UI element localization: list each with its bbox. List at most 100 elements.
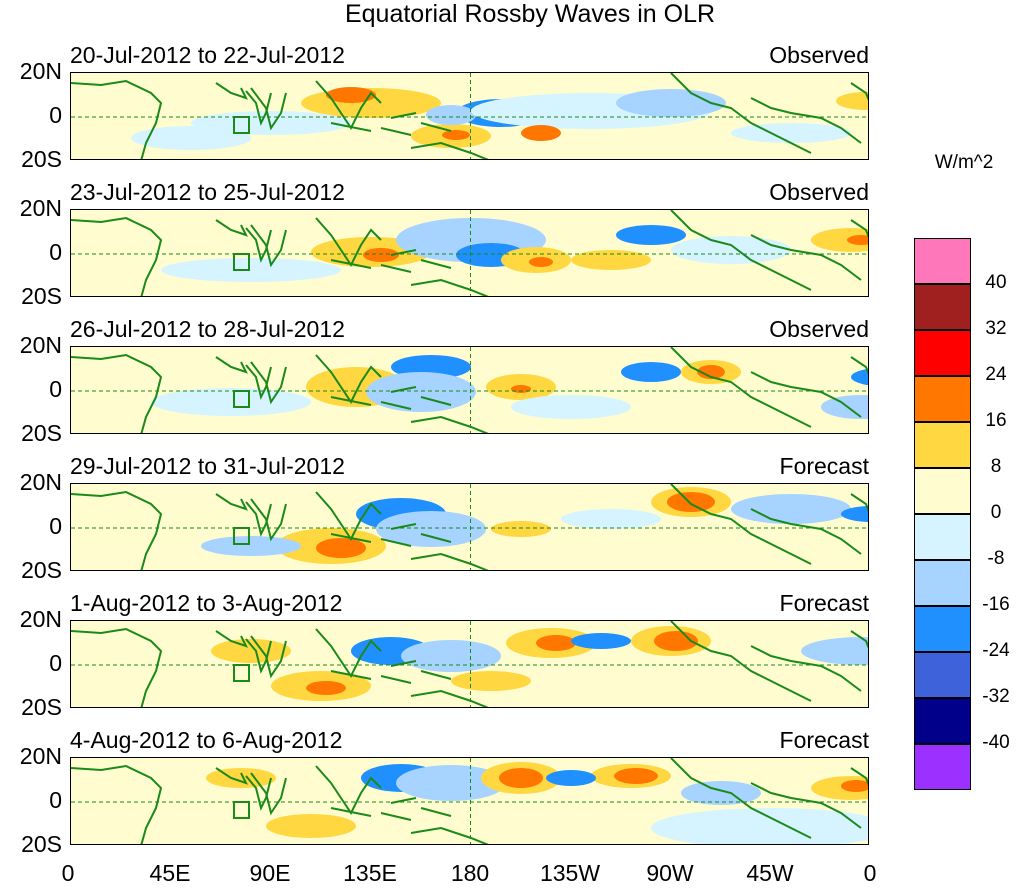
coastline (850, 767, 868, 786)
lon-label-135e: 135E (343, 860, 397, 886)
coastline (750, 371, 862, 418)
region-box (233, 253, 250, 271)
coastline (330, 112, 452, 136)
lat-label: 20N (19, 469, 62, 495)
panel-date-range: 26-Jul-2012 to 28-Jul-2012 (70, 316, 345, 342)
olr-anomaly-map (70, 620, 869, 708)
map-panel: 29-Jul-2012 to 31-Jul-2012 Forecast 20N 0 20… (20, 453, 869, 583)
colorbar-swatch (914, 652, 971, 698)
colorbar-swatch (914, 376, 971, 422)
coastline (215, 493, 272, 537)
map-panel: 20-Jul-2012 to 22-Jul-2012 Observed 20N 0 20… (20, 42, 869, 172)
lat-label: 20N (19, 606, 62, 632)
colorbar-swatch (914, 514, 971, 560)
anomaly-region (491, 521, 551, 537)
coastline (410, 141, 489, 159)
coastline (850, 630, 868, 649)
anomaly-region (836, 92, 868, 110)
anomaly-region (363, 248, 399, 262)
colorbar-swatch (914, 422, 971, 468)
coastline (250, 361, 287, 405)
anomaly-region (442, 130, 470, 140)
panel-data-kind: Observed (769, 179, 869, 205)
anomaly-region (561, 509, 661, 529)
lat-label: 20S (21, 557, 62, 583)
lon-label-135w: 135W (539, 860, 601, 886)
figure-title: Equatorial Rossby Waves in OLR (344, 0, 716, 28)
anomaly-region (151, 388, 311, 416)
anomaly-region (266, 814, 356, 838)
coastline (250, 635, 287, 679)
anomaly-region (841, 780, 868, 792)
panel-data-kind: Observed (769, 316, 869, 342)
colorbar-label: 8 (990, 456, 1002, 477)
coastline (670, 347, 812, 428)
anomaly-region (697, 365, 725, 379)
colorbar-label: 40 (985, 272, 1007, 293)
coastline (71, 79, 163, 159)
coastline (410, 826, 489, 844)
panel-date-range: 20-Jul-2012 to 22-Jul-2012 (70, 42, 345, 68)
colorbar-swatch (914, 330, 971, 376)
coastline (750, 645, 862, 692)
coastline (330, 660, 452, 684)
anomaly-region (499, 768, 543, 788)
coastline (670, 621, 812, 702)
anomaly-region (511, 395, 631, 419)
coastline (670, 758, 812, 839)
map-svg (71, 484, 868, 570)
coastline (250, 772, 287, 816)
lat-label: 20S (21, 420, 62, 446)
coastline (71, 216, 163, 296)
coastline (250, 224, 287, 268)
panel-date-range: 23-Jul-2012 to 25-Jul-2012 (70, 179, 345, 205)
colorbar-label: 0 (990, 502, 1002, 523)
map-svg (71, 621, 868, 707)
colorbar-label: 24 (985, 364, 1007, 385)
coastline (850, 493, 868, 512)
lat-label: 20S (21, 694, 62, 720)
lat-label: 0 (49, 102, 62, 128)
lon-label-45e: 45E (149, 860, 191, 886)
coastline (750, 97, 862, 144)
map-panel: 23-Jul-2012 to 25-Jul-2012 Observed 20N 0 20… (20, 179, 869, 309)
colorbar-label: 32 (985, 318, 1007, 339)
anomaly-region (671, 236, 791, 264)
colorbar-label: -24 (982, 640, 1010, 661)
anomaly-region (401, 640, 501, 672)
coastline (215, 82, 272, 126)
colorbar-label: -32 (982, 686, 1010, 707)
map-panel: 1-Aug-2012 to 3-Aug-2012 Forecast 20N 0 20S (20, 590, 869, 720)
lat-label: 0 (49, 787, 62, 813)
coastline (410, 689, 489, 707)
lat-label: 20N (19, 332, 62, 358)
anomaly-region (851, 368, 868, 386)
colorbar-swatch (914, 238, 971, 284)
anomaly-region (621, 362, 681, 382)
colorbar-swatch (914, 606, 971, 652)
panel-data-kind: Forecast (779, 453, 869, 479)
coastline (750, 234, 862, 281)
anomaly-region (326, 87, 376, 103)
anomaly-region (731, 123, 851, 143)
colorbar-label: -40 (982, 732, 1010, 753)
anomaly-region (366, 372, 476, 412)
anomaly-region (614, 768, 658, 784)
coastline (410, 552, 489, 570)
coastline (850, 219, 868, 238)
olr-anomaly-map (70, 209, 869, 297)
anomaly-region (681, 781, 761, 805)
coastline (215, 630, 272, 674)
anomaly-region (571, 250, 651, 270)
panel-date-range: 29-Jul-2012 to 31-Jul-2012 (70, 453, 345, 479)
coastline (71, 353, 163, 433)
coastline (410, 415, 489, 433)
anomaly-region (201, 536, 301, 556)
region-box (233, 664, 250, 682)
coastline (850, 356, 868, 375)
panel-data-kind: Forecast (779, 590, 869, 616)
panel-date-range: 4-Aug-2012 to 6-Aug-2012 (70, 727, 343, 753)
map-svg (71, 347, 868, 433)
coastline (850, 82, 868, 101)
olr-anomaly-map (70, 72, 869, 160)
